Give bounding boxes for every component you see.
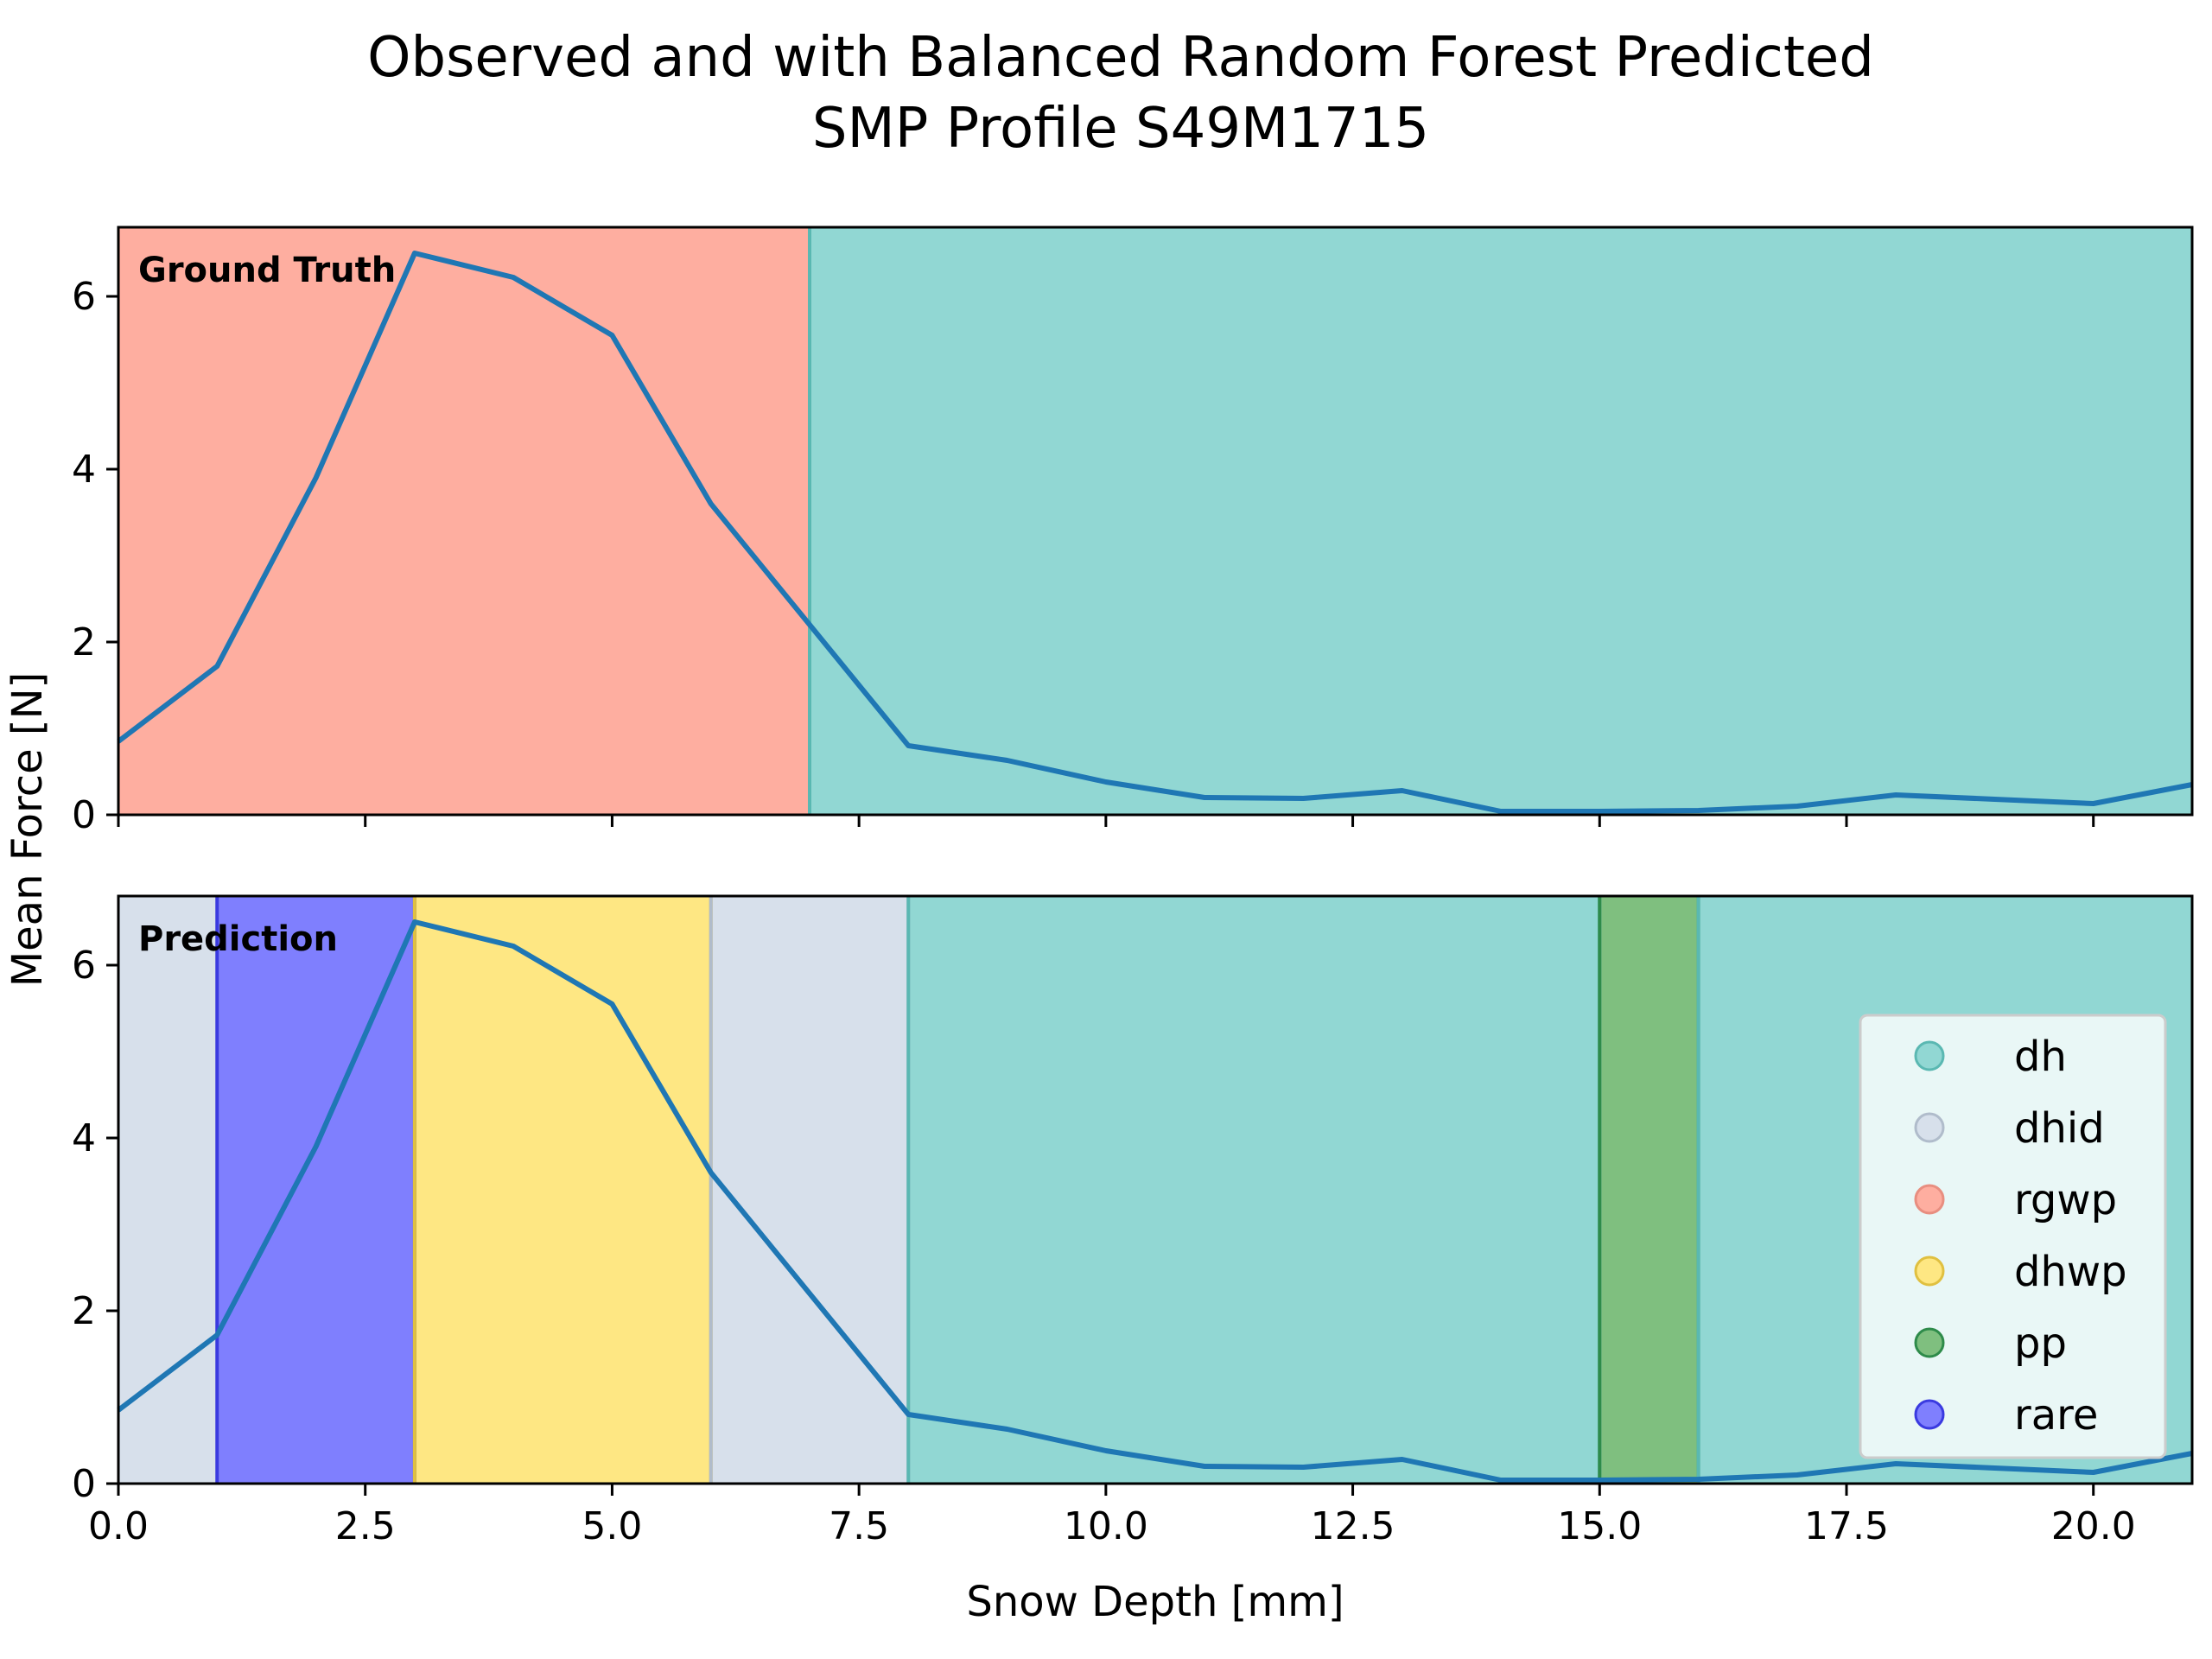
bottom-panel-label: Prediction <box>138 919 338 959</box>
x-tick-label-6: 15.0 <box>1557 1504 1642 1548</box>
legend-label-rare: rare <box>2014 1391 2098 1440</box>
y-axis-label: Mean Force [N] <box>3 672 52 988</box>
bottom-segment-dhid-0 <box>118 896 218 1484</box>
bottom-force-line <box>117 919 2193 1483</box>
top-y-tick-label-3: 6 <box>72 275 96 319</box>
legend-label-dhid: dhid <box>2014 1104 2105 1153</box>
x-tick-label-0: 0.0 <box>88 1504 149 1548</box>
top-segment-dh-1 <box>810 227 2192 815</box>
top-y-tick-label-1: 2 <box>72 620 96 664</box>
legend-marker-rare <box>1914 1399 1945 1430</box>
x-axis-label: Snow Depth [mm] <box>966 1578 1344 1626</box>
top-panel-label: Ground Truth <box>138 251 396 290</box>
top-segment-rgwp-0 <box>118 227 810 815</box>
bottom-y-tick-label-0: 0 <box>72 1462 96 1506</box>
top-axes-frame <box>117 226 2194 817</box>
bottom-y-tick-label-2: 4 <box>72 1116 96 1160</box>
legend-marker-rgwp <box>1914 1184 1945 1215</box>
legend-label-rgwp: rgwp <box>2014 1176 2117 1224</box>
legend-marker-dhid <box>1914 1112 1945 1143</box>
bottom-axes-frame <box>117 894 2194 1485</box>
chart-title-line-2: SMP Profile S49M1715 <box>812 97 1429 161</box>
legend-box <box>1859 1014 2167 1459</box>
x-tick-label-7: 17.5 <box>1804 1504 1889 1548</box>
bottom-segment-dhid-3 <box>710 896 909 1484</box>
x-tick-label-1: 2.5 <box>335 1504 396 1548</box>
x-tick-label-8: 20.0 <box>2051 1504 2136 1548</box>
legend-marker-pp <box>1914 1327 1945 1358</box>
x-tick-label-4: 10.0 <box>1064 1504 1148 1548</box>
bottom-y-tick-label-3: 6 <box>72 944 96 988</box>
top-y-tick-label-0: 0 <box>72 793 96 837</box>
legend-marker-dh <box>1914 1040 1945 1071</box>
legend: dh dhid rgwp dhwp pp rare <box>1859 1014 2167 1459</box>
bottom-segment-pp-5 <box>1599 896 1699 1484</box>
bottom-segment-dhwp-2 <box>414 896 711 1484</box>
x-tick-label-5: 12.5 <box>1311 1504 1395 1548</box>
top-y-tick-label-2: 4 <box>72 448 96 492</box>
chart-title-line-1: Observed and with Balanced Random Forest… <box>367 26 1874 90</box>
x-tick-label-2: 5.0 <box>582 1504 642 1548</box>
bottom-y-tick-label-1: 2 <box>72 1289 96 1333</box>
legend-label-pp: pp <box>2014 1319 2067 1368</box>
legend-label-dh: dh <box>2014 1033 2067 1081</box>
legend-label-dhwp: dhwp <box>2014 1248 2127 1296</box>
legend-marker-dhwp <box>1914 1255 1945 1287</box>
top-force-line <box>117 251 2193 814</box>
x-tick-label-3: 7.5 <box>829 1504 889 1548</box>
prediction-panel: 0 2 4 6 0.0 2.5 5.0 7.5 10.0 12.5 15.0 17.5 20.0 Pred… <box>72 894 2194 1548</box>
ground-truth-panel: 0 2 4 6 Ground Truth <box>72 226 2194 837</box>
bottom-segment-dh-4 <box>908 896 1600 1484</box>
